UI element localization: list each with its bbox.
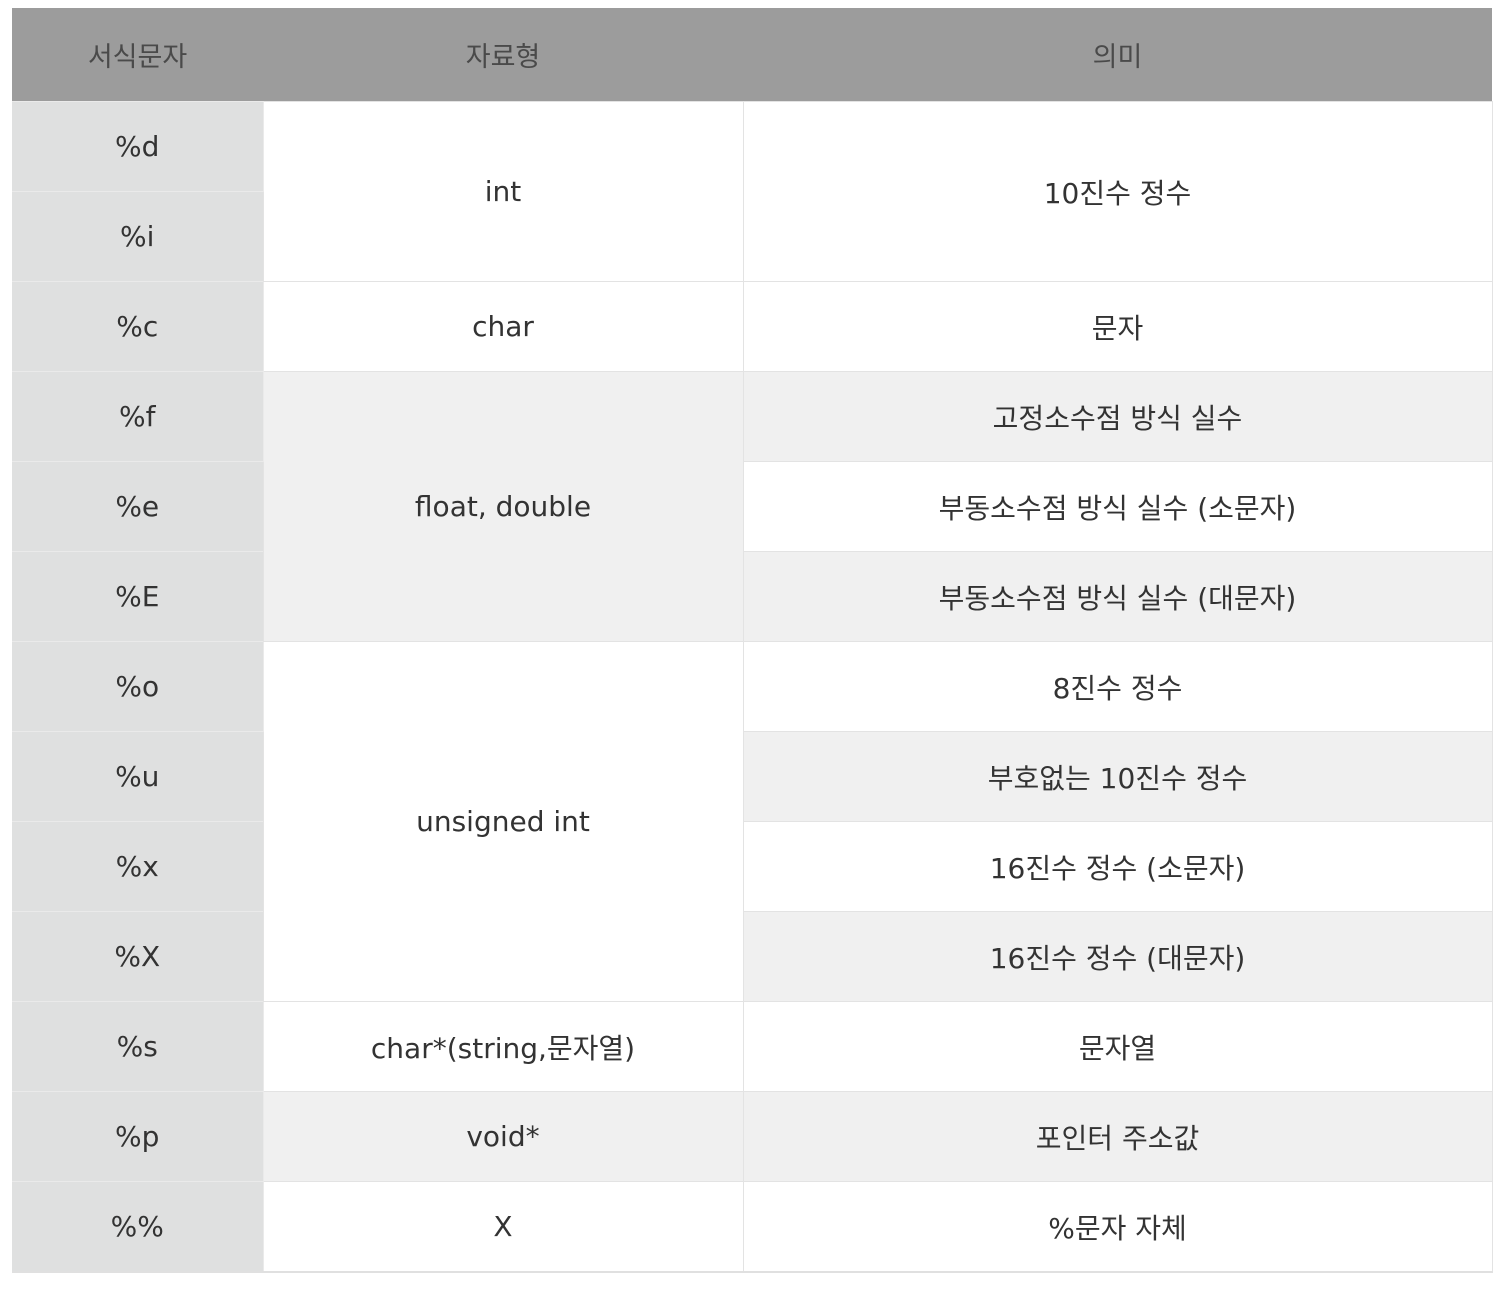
meaning-cell: 16진수 정수 (소문자) — [742, 821, 1493, 912]
meaning-cell: 문자 — [742, 281, 1493, 372]
format-specifier-table: 서식문자 자료형 의미 %d int 10진수 정수 %i %c char 문자… — [12, 8, 1493, 1273]
table-row: %c char 문자 — [12, 281, 1493, 372]
meaning-cell: 고정소수점 방식 실수 — [742, 371, 1493, 462]
format-cell: %X — [12, 911, 264, 1002]
type-cell: char*(string,문자열) — [262, 1001, 744, 1092]
format-cell: %x — [12, 821, 264, 912]
table-row: %d int 10진수 정수 — [12, 101, 1493, 282]
header-data-type: 자료형 — [263, 8, 743, 102]
meaning-cell: 16진수 정수 (대문자) — [742, 911, 1493, 1002]
format-cell: %f — [12, 371, 264, 462]
format-cell: %d — [12, 101, 264, 192]
format-cell: %p — [12, 1091, 264, 1182]
meaning-cell: 포인터 주소값 — [742, 1091, 1493, 1182]
table-row: %p void* 포인터 주소값 — [12, 1091, 1493, 1182]
format-cell: %e — [12, 461, 264, 552]
table-row: %s char*(string,문자열) 문자열 — [12, 1001, 1493, 1092]
meaning-cell: 8진수 정수 — [742, 641, 1493, 732]
table-header-row: 서식문자 자료형 의미 — [12, 8, 1492, 102]
format-cell: %o — [12, 641, 264, 732]
type-cell: void* — [262, 1091, 744, 1182]
meaning-cell: 문자열 — [742, 1001, 1493, 1092]
meaning-cell: 부동소수점 방식 실수 (대문자) — [742, 551, 1493, 642]
format-cell: %i — [12, 191, 264, 282]
header-meaning: 의미 — [743, 8, 1492, 102]
type-cell: char — [262, 281, 744, 372]
type-cell: float, double — [262, 371, 744, 642]
table-row: %f float, double 고정소수점 방식 실수 — [12, 371, 1493, 642]
table-row: %x 16진수 정수 (소문자) — [12, 821, 1493, 912]
meaning-cell: %문자 자체 — [742, 1181, 1493, 1273]
format-cell: %% — [12, 1181, 264, 1273]
format-specifier-table-container: 서식문자 자료형 의미 %d int 10진수 정수 %i %c char 문자… — [12, 8, 1493, 1273]
table-row: %e 부동소수점 방식 실수 (소문자) — [12, 461, 1493, 552]
format-cell: %c — [12, 281, 264, 372]
meaning-cell: 10진수 정수 — [742, 101, 1493, 282]
header-format-char: 서식문자 — [12, 8, 263, 102]
type-cell: int — [262, 101, 744, 282]
type-cell: X — [262, 1181, 744, 1273]
meaning-cell: 부동소수점 방식 실수 (소문자) — [742, 461, 1493, 552]
type-cell: unsigned int — [262, 641, 744, 1002]
meaning-cell: 부호없는 10진수 정수 — [742, 731, 1493, 822]
table-row: %% X %문자 자체 — [12, 1181, 1493, 1273]
format-cell: %u — [12, 731, 264, 822]
table-row: %o unsigned int 8진수 정수 — [12, 641, 1493, 1002]
table-row: %u 부호없는 10진수 정수 — [12, 731, 1493, 822]
format-cell: %E — [12, 551, 264, 642]
table-row: %i — [12, 191, 1492, 282]
table-row: %E 부동소수점 방식 실수 (대문자) — [12, 551, 1493, 642]
format-cell: %s — [12, 1001, 264, 1092]
table-row: %X 16진수 정수 (대문자) — [12, 911, 1493, 1002]
